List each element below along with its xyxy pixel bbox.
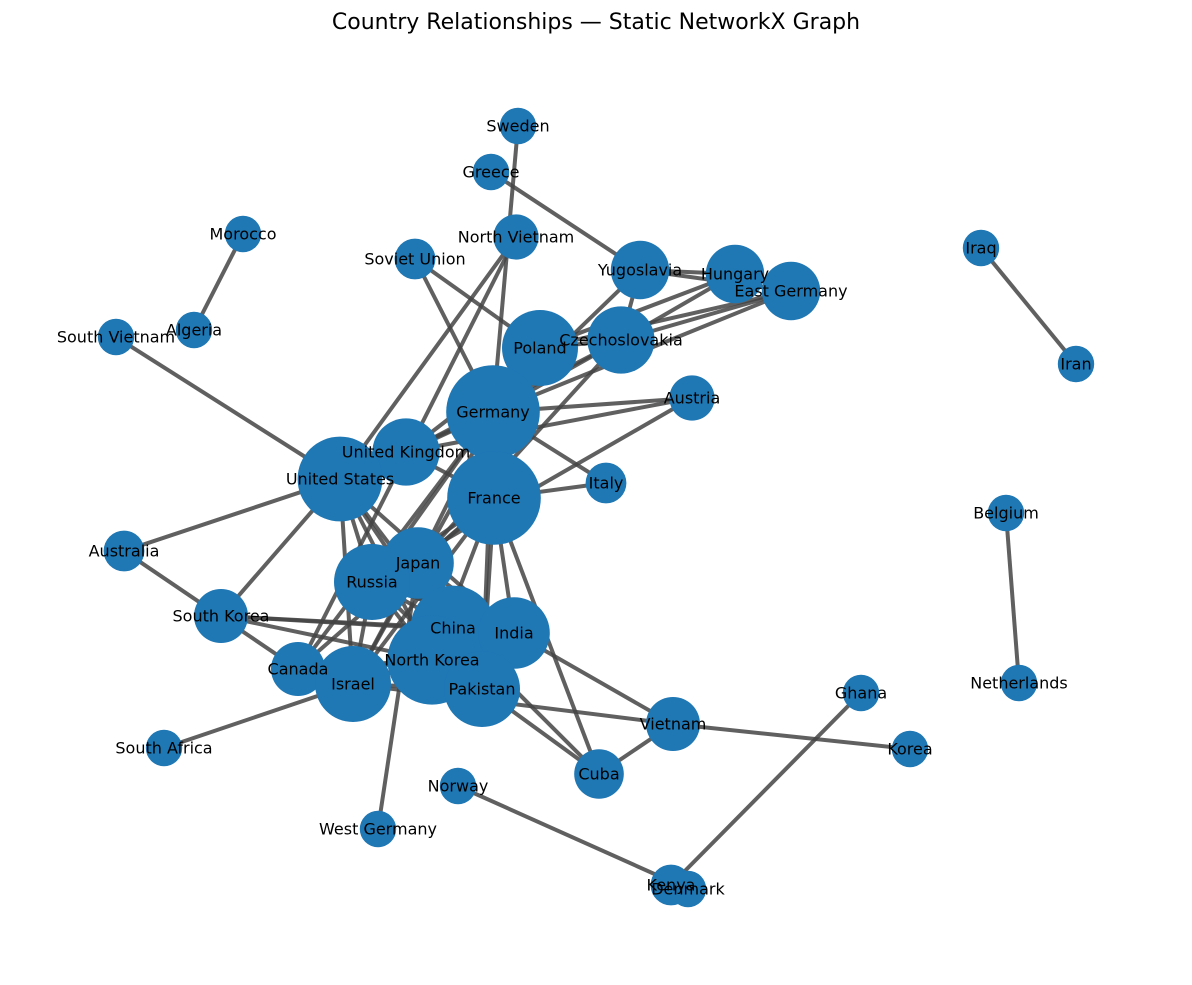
node-label-belgium: Belgium bbox=[973, 504, 1039, 523]
node-australia[interactable] bbox=[103, 530, 145, 572]
node-label-south-vietnam: South Vietnam bbox=[57, 328, 175, 347]
edge-north-vietnam-united-states bbox=[338, 235, 518, 481]
node-sweden[interactable] bbox=[499, 107, 537, 145]
node-label-soviet-union: Soviet Union bbox=[364, 250, 465, 269]
edge-greece-yugoslavia bbox=[489, 170, 642, 272]
edge-united-kingdom-austria bbox=[405, 396, 693, 454]
node-label-poland: Poland bbox=[513, 339, 566, 358]
node-netherlands[interactable] bbox=[1000, 664, 1038, 702]
node-label-korea: Korea bbox=[887, 740, 932, 759]
node-north-vietnam[interactable] bbox=[493, 214, 539, 260]
edge-belgium-netherlands bbox=[1004, 512, 1021, 684]
node-label-france: France bbox=[467, 489, 520, 508]
node-algeria[interactable] bbox=[175, 311, 213, 349]
node-iraq[interactable] bbox=[962, 229, 1000, 267]
node-russia[interactable] bbox=[334, 544, 410, 620]
node-united-states[interactable] bbox=[297, 436, 383, 522]
node-italy[interactable] bbox=[585, 462, 627, 504]
node-norway[interactable] bbox=[439, 767, 477, 805]
graph-title: Country Relationships — Static NetworkX … bbox=[331, 10, 861, 35]
node-label-west-germany: West Germany bbox=[319, 820, 437, 839]
nodes-layer bbox=[97, 107, 1095, 908]
node-india[interactable] bbox=[478, 597, 550, 669]
node-label-north-korea: North Korea bbox=[384, 651, 479, 670]
node-label-algeria: Algeria bbox=[166, 321, 222, 340]
node-label-netherlands: Netherlands bbox=[970, 674, 1068, 693]
node-label-south-korea: South Korea bbox=[173, 607, 270, 626]
node-label-germany: Germany bbox=[456, 403, 530, 422]
node-label-denmark: Denmark bbox=[651, 880, 725, 899]
node-label-hungary: Hungary bbox=[701, 265, 769, 284]
node-iran[interactable] bbox=[1057, 345, 1095, 383]
node-label-india: India bbox=[494, 624, 533, 643]
node-east-germany[interactable] bbox=[761, 261, 821, 321]
node-pakistan[interactable] bbox=[444, 651, 520, 727]
node-belgium[interactable] bbox=[987, 494, 1025, 532]
node-label-norway: Norway bbox=[428, 777, 489, 796]
node-label-czechoslovakia: Czechoslovakia bbox=[559, 331, 683, 350]
edge-sweden-germany bbox=[491, 125, 520, 413]
node-united-kingdom[interactable] bbox=[372, 418, 440, 486]
node-label-cuba: Cuba bbox=[578, 765, 619, 784]
node-vietnam[interactable] bbox=[646, 697, 700, 751]
node-label-morocco: Morocco bbox=[210, 225, 277, 244]
node-label-north-vietnam: North Vietnam bbox=[458, 228, 575, 247]
node-morocco[interactable] bbox=[224, 215, 262, 253]
node-south-vietnam[interactable] bbox=[97, 318, 135, 356]
node-greece[interactable] bbox=[472, 153, 510, 191]
edge-ghana-kenya bbox=[669, 691, 863, 887]
node-south-korea[interactable] bbox=[194, 589, 248, 643]
node-poland[interactable] bbox=[502, 310, 578, 386]
node-label-united-kingdom: United Kingdom bbox=[342, 443, 470, 462]
node-label-austria: Austria bbox=[664, 389, 721, 408]
edge-south-vietnam-united-states bbox=[114, 335, 342, 481]
node-label-iran: Iran bbox=[1060, 355, 1091, 374]
node-israel[interactable] bbox=[315, 646, 391, 722]
node-yugoslavia[interactable] bbox=[610, 240, 670, 300]
node-soviet-union[interactable] bbox=[394, 238, 436, 280]
node-label-russia: Russia bbox=[346, 573, 397, 592]
node-label-sweden: Sweden bbox=[486, 117, 549, 136]
node-label-australia: Australia bbox=[89, 542, 160, 561]
node-hungary[interactable] bbox=[705, 244, 765, 304]
node-austria[interactable] bbox=[669, 375, 715, 421]
edge-norway-denmark bbox=[457, 784, 689, 891]
node-label-kenya: Kenya bbox=[647, 876, 696, 895]
node-czechoslovakia[interactable] bbox=[587, 306, 655, 374]
node-label-canada: Canada bbox=[268, 660, 329, 679]
node-label-south-africa: South Africa bbox=[115, 739, 212, 758]
node-denmark[interactable] bbox=[669, 870, 707, 908]
node-label-china: China bbox=[430, 619, 476, 638]
edge-japan-west-germany bbox=[376, 562, 420, 830]
node-label-greece: Greece bbox=[463, 163, 520, 182]
node-label-ghana: Ghana bbox=[835, 684, 887, 703]
edge-iraq-iran bbox=[979, 246, 1078, 366]
node-label-united-states: United States bbox=[286, 470, 394, 489]
node-canada[interactable] bbox=[271, 642, 325, 696]
labels-layer: Sweden Greece North Vietnam Morocco Soviet U… bbox=[57, 117, 1092, 899]
node-label-east-germany: East Germany bbox=[734, 282, 847, 301]
edge-vietnam-korea bbox=[672, 722, 911, 751]
node-label-pakistan: Pakistan bbox=[449, 680, 516, 699]
node-west-germany[interactable] bbox=[359, 810, 397, 848]
node-label-japan: Japan bbox=[395, 554, 441, 573]
edge-east-germany-poland bbox=[539, 289, 792, 350]
node-label-italy: Italy bbox=[589, 474, 624, 493]
node-label-yugoslavia: Yugoslavia bbox=[597, 261, 682, 280]
node-cuba[interactable] bbox=[574, 749, 624, 799]
node-label-vietnam: Vietnam bbox=[640, 715, 707, 734]
node-south-africa[interactable] bbox=[145, 729, 183, 767]
node-korea[interactable] bbox=[891, 730, 929, 768]
node-label-iraq: Iraq bbox=[965, 239, 996, 258]
node-germany[interactable] bbox=[446, 365, 540, 459]
node-france[interactable] bbox=[447, 451, 541, 545]
node-ghana[interactable] bbox=[842, 674, 880, 712]
node-label-israel: Israel bbox=[331, 675, 375, 694]
